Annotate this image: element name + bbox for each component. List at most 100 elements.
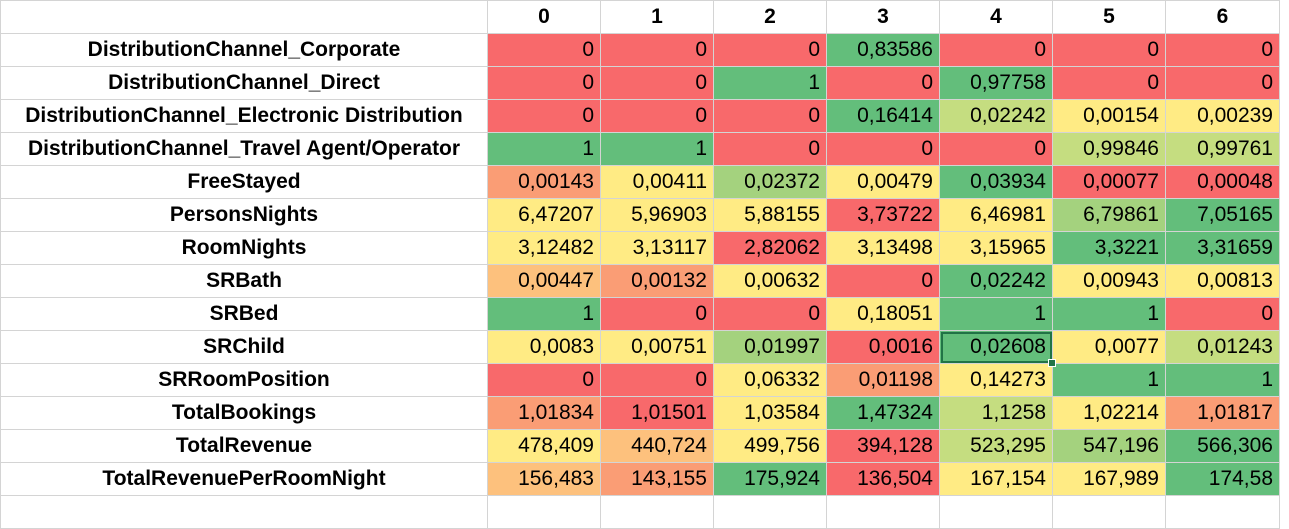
value-cell[interactable]: 0 bbox=[1165, 33, 1280, 67]
value-cell[interactable]: 0 bbox=[713, 33, 827, 67]
value-cell[interactable]: 478,409 bbox=[487, 429, 601, 463]
value-cell[interactable]: 0 bbox=[487, 363, 601, 397]
value-cell[interactable]: 499,756 bbox=[713, 429, 827, 463]
empty-cell[interactable] bbox=[713, 495, 827, 529]
value-cell[interactable]: 0 bbox=[1165, 66, 1280, 100]
value-cell[interactable]: 0 bbox=[713, 132, 827, 166]
value-cell[interactable]: 0,0077 bbox=[1052, 330, 1166, 364]
row-label[interactable]: SRRoomPosition bbox=[0, 363, 488, 397]
value-cell[interactable]: 3,3221 bbox=[1052, 231, 1166, 265]
value-cell[interactable]: 1,01501 bbox=[600, 396, 714, 430]
value-cell[interactable]: 0 bbox=[713, 99, 827, 133]
value-cell[interactable]: 0 bbox=[939, 33, 1053, 67]
empty-cell[interactable] bbox=[1165, 495, 1280, 529]
value-cell[interactable]: 6,79861 bbox=[1052, 198, 1166, 232]
value-cell[interactable]: 5,88155 bbox=[713, 198, 827, 232]
row-label[interactable]: TotalRevenue bbox=[0, 429, 488, 463]
value-cell[interactable]: 0,97758 bbox=[939, 66, 1053, 100]
value-cell[interactable]: 6,46981 bbox=[939, 198, 1053, 232]
value-cell[interactable]: 0 bbox=[939, 132, 1053, 166]
value-cell[interactable]: 1,47324 bbox=[826, 396, 940, 430]
value-cell[interactable]: 0,02372 bbox=[713, 165, 827, 199]
value-cell[interactable]: 1,1258 bbox=[939, 396, 1053, 430]
value-cell[interactable]: 0,01198 bbox=[826, 363, 940, 397]
value-cell[interactable]: 394,128 bbox=[826, 429, 940, 463]
value-cell[interactable]: 440,724 bbox=[600, 429, 714, 463]
value-cell[interactable]: 175,924 bbox=[713, 462, 827, 496]
row-label[interactable]: RoomNights bbox=[0, 231, 488, 265]
value-cell[interactable]: 0,00411 bbox=[600, 165, 714, 199]
value-cell[interactable]: 0,00632 bbox=[713, 264, 827, 298]
value-cell[interactable]: 0,14273 bbox=[939, 363, 1053, 397]
value-cell[interactable]: 7,05165 bbox=[1165, 198, 1280, 232]
value-cell[interactable]: 0 bbox=[1165, 297, 1280, 331]
corner-cell[interactable] bbox=[0, 0, 488, 34]
value-cell[interactable]: 0 bbox=[1052, 66, 1166, 100]
value-cell[interactable]: 0,00048 bbox=[1165, 165, 1280, 199]
column-header-1[interactable]: 1 bbox=[600, 0, 714, 34]
column-header-5[interactable]: 5 bbox=[1052, 0, 1166, 34]
row-label[interactable]: DistributionChannel_Direct bbox=[0, 66, 488, 100]
row-label[interactable]: SRBath bbox=[0, 264, 488, 298]
value-cell[interactable]: 0 bbox=[487, 33, 601, 67]
row-label[interactable]: FreeStayed bbox=[0, 165, 488, 199]
value-cell[interactable]: 1 bbox=[487, 297, 601, 331]
value-cell[interactable]: 523,295 bbox=[939, 429, 1053, 463]
value-cell[interactable]: 1 bbox=[1165, 363, 1280, 397]
value-cell[interactable]: 0 bbox=[826, 66, 940, 100]
value-cell[interactable]: 136,504 bbox=[826, 462, 940, 496]
row-label[interactable]: SRChild bbox=[0, 330, 488, 364]
value-cell[interactable]: 1 bbox=[939, 297, 1053, 331]
value-cell[interactable]: 0,00154 bbox=[1052, 99, 1166, 133]
value-cell[interactable]: 3,15965 bbox=[939, 231, 1053, 265]
value-cell[interactable]: 0 bbox=[600, 33, 714, 67]
value-cell[interactable]: 156,483 bbox=[487, 462, 601, 496]
value-cell[interactable]: 1,01834 bbox=[487, 396, 601, 430]
column-header-0[interactable]: 0 bbox=[487, 0, 601, 34]
value-cell[interactable]: 0,00813 bbox=[1165, 264, 1280, 298]
row-label[interactable]: DistributionChannel_Electronic Distribut… bbox=[0, 99, 488, 133]
empty-cell[interactable] bbox=[1052, 495, 1166, 529]
row-label[interactable]: SRBed bbox=[0, 297, 488, 331]
value-cell[interactable]: 0,99761 bbox=[1165, 132, 1280, 166]
empty-cell[interactable] bbox=[600, 495, 714, 529]
value-cell[interactable]: 2,82062 bbox=[713, 231, 827, 265]
value-cell[interactable]: 5,96903 bbox=[600, 198, 714, 232]
value-cell[interactable]: 0,0083 bbox=[487, 330, 601, 364]
value-cell[interactable]: 0 bbox=[713, 297, 827, 331]
value-cell[interactable]: 1 bbox=[487, 132, 601, 166]
empty-cell[interactable] bbox=[0, 495, 488, 529]
value-cell[interactable]: 0,16414 bbox=[826, 99, 940, 133]
value-cell[interactable]: 0,00132 bbox=[600, 264, 714, 298]
value-cell[interactable]: 0,00447 bbox=[487, 264, 601, 298]
value-cell[interactable]: 0,03934 bbox=[939, 165, 1053, 199]
value-cell[interactable]: 3,31659 bbox=[1165, 231, 1280, 265]
value-cell[interactable]: 0,0016 bbox=[826, 330, 940, 364]
value-cell[interactable]: 6,47207 bbox=[487, 198, 601, 232]
value-cell[interactable]: 0,06332 bbox=[713, 363, 827, 397]
value-cell[interactable]: 0,00751 bbox=[600, 330, 714, 364]
value-cell[interactable]: 0 bbox=[600, 297, 714, 331]
row-label[interactable]: PersonsNights bbox=[0, 198, 488, 232]
empty-cell[interactable] bbox=[487, 495, 601, 529]
value-cell[interactable]: 1 bbox=[600, 132, 714, 166]
row-label[interactable]: TotalRevenuePerRoomNight bbox=[0, 462, 488, 496]
value-cell[interactable]: 1,03584 bbox=[713, 396, 827, 430]
value-cell[interactable]: 566,306 bbox=[1165, 429, 1280, 463]
empty-cell[interactable] bbox=[826, 495, 940, 529]
value-cell[interactable]: 167,989 bbox=[1052, 462, 1166, 496]
value-cell[interactable]: 0,83586 bbox=[826, 33, 940, 67]
value-cell[interactable]: 0,00143 bbox=[487, 165, 601, 199]
value-cell[interactable]: 0 bbox=[826, 132, 940, 166]
value-cell[interactable]: 0 bbox=[600, 66, 714, 100]
value-cell[interactable]: 3,12482 bbox=[487, 231, 601, 265]
value-cell[interactable]: 0,00943 bbox=[1052, 264, 1166, 298]
selected-cell[interactable]: 0,02608 bbox=[939, 330, 1053, 364]
empty-cell[interactable] bbox=[939, 495, 1053, 529]
value-cell[interactable]: 0,02242 bbox=[939, 99, 1053, 133]
value-cell[interactable]: 174,58 bbox=[1165, 462, 1280, 496]
value-cell[interactable]: 1,02214 bbox=[1052, 396, 1166, 430]
value-cell[interactable]: 0 bbox=[826, 264, 940, 298]
row-label[interactable]: DistributionChannel_Travel Agent/Operato… bbox=[0, 132, 488, 166]
value-cell[interactable]: 0,18051 bbox=[826, 297, 940, 331]
